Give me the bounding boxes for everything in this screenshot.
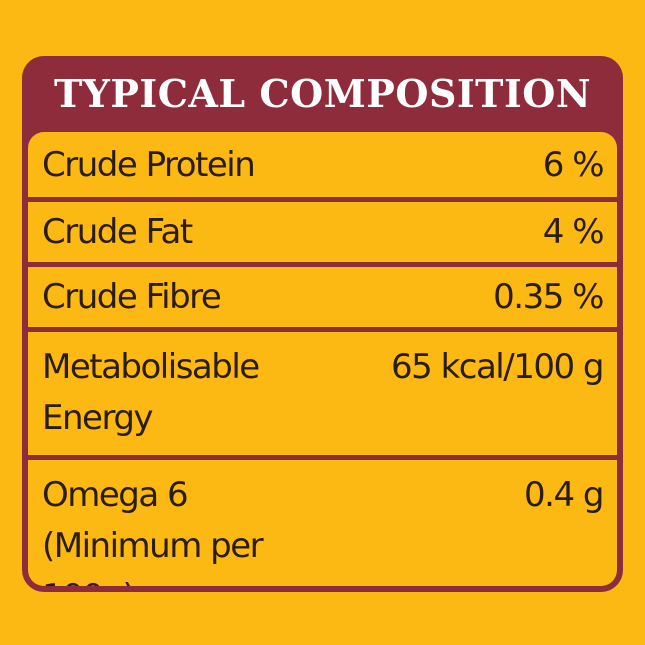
nutrient-label: Crude Protein [42,144,256,185]
table-row: Crude Protein 6 % [28,132,617,197]
composition-card: TYPICAL COMPOSITION Crude Protein 6 % Crud… [22,56,623,592]
nutrient-label: Crude Fat [42,212,193,252]
nutrient-label: Metabolisable Energy [42,347,260,438]
nutrient-value: 4 % [542,212,605,252]
nutrient-value: 0.35 % [493,277,604,317]
table-row: Metabolisable Energy 65 kcal/100 g [28,327,617,455]
table-row: Crude Fat 4 % [28,197,617,262]
table: Crude Protein 6 % Crude Fat 4 % Crude Fibre 0… [28,132,617,586]
table-row: Crude Fibre 0.35 % [28,262,617,327]
nutrient-value: 6 % [542,144,605,185]
nutrient-value: 65 kcal/100 g [391,347,604,387]
nutrient-value: 0.4 g [524,475,604,515]
nutrient-label: Crude Fibre [42,277,222,317]
title: TYPICAL COMPOSITION [53,71,592,116]
